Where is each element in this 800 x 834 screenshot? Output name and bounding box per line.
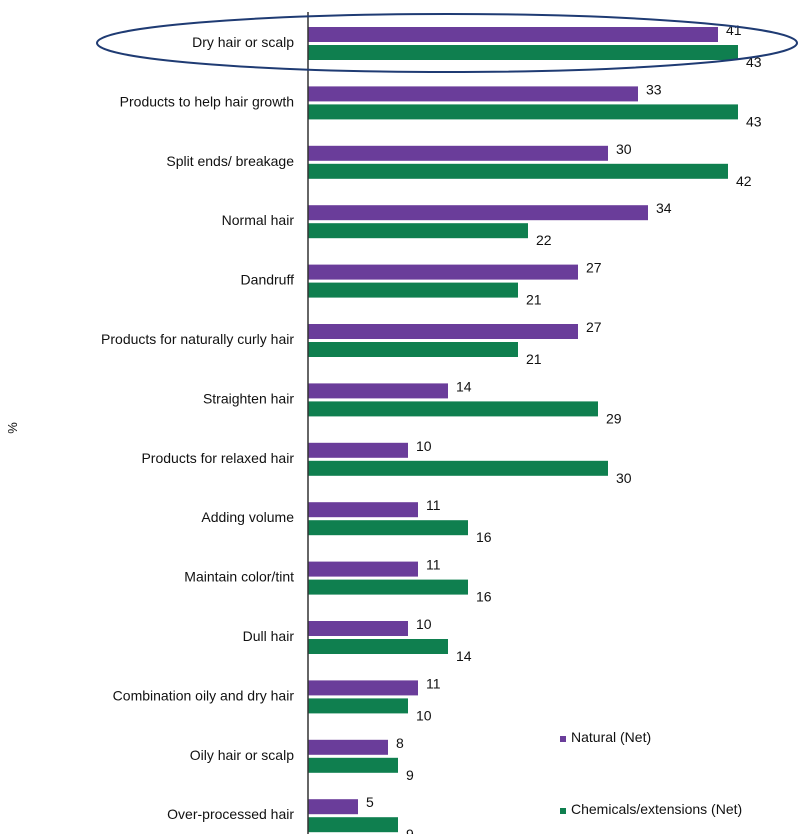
category-label: Dandruff [241,272,295,288]
category-label: Adding volume [201,509,294,525]
category-label: Over-processed hair [167,806,294,822]
value-label: 30 [616,470,632,486]
category-label: Products for naturally curly hair [101,331,294,347]
value-label: 11 [426,497,441,513]
value-label: 9 [406,767,414,783]
category-label: Dry hair or scalp [192,34,294,50]
bar-chemicals [308,460,608,476]
category-label: Combination oily and dry hair [113,687,295,703]
value-label: 42 [736,173,752,189]
value-label: 22 [536,232,552,248]
bar-natural [308,324,578,339]
value-label: 27 [586,260,602,276]
bar-natural [308,383,448,399]
category-label: Products for relaxed hair [141,450,294,466]
legend-swatch [560,736,566,742]
legend-label: Natural (Net) [571,729,651,745]
bar-chemicals [308,579,468,595]
value-label: 34 [656,200,672,216]
bar-natural [308,680,418,696]
category-label: Oily hair or scalp [190,747,294,763]
value-label: 29 [606,410,622,426]
y-axis-label: % [5,422,20,434]
bar-natural [308,27,718,42]
bar-chemicals [308,698,408,714]
value-label: 21 [526,292,542,308]
bar-natural [308,799,358,815]
bar-natural [308,621,408,636]
category-labels: Dry hair or scalp Products to help hair g… [101,34,294,822]
value-label: 33 [646,81,662,97]
value-labels: 4143334330423422272127211429103011161116… [366,22,762,834]
value-label: 16 [476,589,492,605]
bar-natural [308,561,418,577]
bar-chemicals [308,45,738,60]
bar-natural [308,442,408,458]
bar-chemicals [308,163,728,179]
bar-chemicals [308,401,598,417]
value-label: 16 [476,529,492,545]
bar-chemicals [308,520,468,536]
category-label: Maintain color/tint [184,569,294,585]
value-label: 5 [366,794,374,810]
value-label: 43 [746,113,762,129]
bar-natural [308,502,418,518]
bar-chemicals [308,282,518,298]
value-label: 8 [396,735,404,751]
value-label: 10 [416,707,432,723]
value-label: 27 [586,319,602,335]
bar-natural [308,264,578,280]
bar-chemicals [308,817,398,833]
category-label: Straighten hair [203,390,294,406]
bar-chemicals [308,223,528,239]
legend-swatch [560,808,566,814]
category-label: Products to help hair growth [120,93,294,109]
highlight-ellipse [96,13,798,73]
bar-chemicals [308,639,448,654]
bar-chemicals [308,104,738,120]
value-label: 21 [526,351,542,367]
value-label: 14 [456,648,472,664]
bar-chemicals [308,342,518,357]
value-label: 11 [426,675,441,691]
bars [308,27,738,833]
value-label: 9 [406,826,414,834]
legend-label: Chemicals/extensions (Net) [571,801,742,817]
value-label: 30 [616,141,632,157]
bar-chemicals [308,757,398,773]
category-label: Normal hair [222,212,295,228]
bar-natural [308,205,648,221]
bar-natural [308,86,638,102]
value-label: 14 [456,378,472,394]
value-label: 10 [416,616,432,632]
bar-natural [308,739,388,755]
category-label: Dull hair [243,628,295,644]
category-label: Split ends/ breakage [166,153,294,169]
bar-natural [308,145,608,161]
value-label: 11 [426,557,441,573]
legend: Natural (Net) Chemicals/extensions (Net) [560,729,742,817]
value-label: 10 [416,438,432,454]
value-label: 41 [726,22,742,38]
